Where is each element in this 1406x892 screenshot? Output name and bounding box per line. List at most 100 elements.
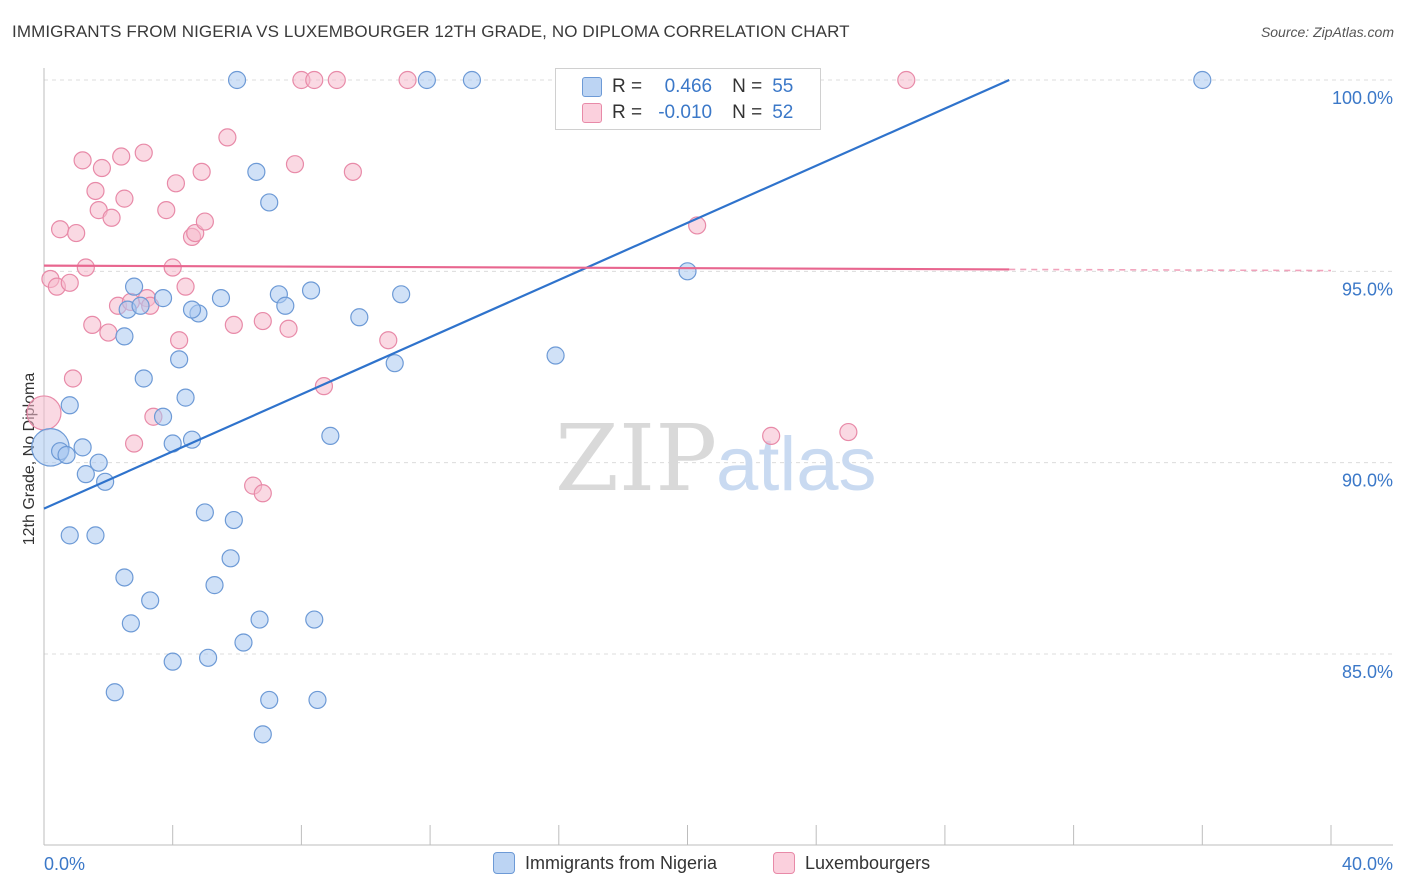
luxembourgers-point (218, 128, 237, 147)
nigeria-point (392, 285, 411, 304)
luxembourgers-point (102, 208, 121, 227)
stats-legend: R = 0.466 N = 55 R = -0.010 N = 52 (555, 68, 821, 130)
nigeria-point (124, 277, 144, 296)
luxembourgers-point (343, 162, 362, 181)
luxembourgers-point (60, 273, 79, 292)
nigeria-point (57, 445, 76, 465)
luxembourgers-point (279, 319, 298, 338)
luxembourgers-point (224, 315, 243, 335)
nigeria-point (678, 262, 697, 281)
luxembourgers-point (134, 143, 153, 162)
nigeria-point (211, 289, 231, 308)
luxembourgers-point (839, 422, 858, 442)
y-tick-label: 90.0% (1342, 471, 1393, 491)
luxembourgers-point (327, 70, 346, 90)
chart-title: IMMIGRANTS FROM NIGERIA VS LUXEMBOURGER … (12, 22, 850, 41)
nigeria-point (115, 327, 134, 346)
nigeria-point (76, 465, 95, 484)
stats-n-key: N = (732, 76, 763, 97)
y-tick-label: 100.0% (1332, 88, 1393, 108)
luxembourgers-point (112, 147, 131, 166)
nigeria-point (163, 652, 182, 671)
x-tick-label: 40.0% (1342, 854, 1393, 874)
luxembourgers-trend-extension (1009, 268, 1332, 272)
y-tick-label: 95.0% (1342, 279, 1393, 299)
stats-n-key: N = (732, 102, 763, 123)
luxembourgers-point (762, 426, 781, 445)
legend-swatch-pink (773, 852, 795, 874)
nigeria-trend-line (43, 78, 1010, 510)
luxembourgers-point (166, 174, 186, 193)
luxembourgers-point (253, 311, 272, 331)
legend-item-luxembourgers: Luxembourgers (773, 852, 930, 874)
nigeria-point (195, 503, 214, 522)
nigeria-point (182, 300, 202, 319)
nigeria-point (247, 162, 266, 181)
luxembourgers-point (285, 155, 305, 174)
luxembourgers-point (99, 323, 118, 342)
nigeria-point (260, 193, 279, 212)
nigeria-point (121, 614, 140, 633)
nigeria-point (276, 296, 295, 315)
luxembourgers-point (67, 223, 86, 243)
nigeria-point (234, 633, 253, 652)
stats-r-value: 0.466 (664, 76, 713, 97)
luxembourgers-trend-line (43, 264, 1010, 271)
nigeria-point (198, 648, 218, 667)
nigeria-point (224, 510, 243, 530)
nigeria-point (308, 690, 327, 710)
stats-n-value: 52 (772, 102, 794, 123)
nigeria-point (105, 683, 124, 702)
luxembourgers-point (76, 258, 95, 277)
legend-swatch-blue (493, 852, 515, 874)
y-tick-label: 85.0% (1342, 662, 1393, 682)
luxembourgers-point (170, 331, 189, 350)
luxembourgers-point (63, 369, 83, 388)
watermark-zip: ZIP (555, 405, 717, 512)
luxembourgers-point (26, 395, 62, 431)
gridlines (44, 79, 1393, 655)
nigeria-point (60, 396, 79, 415)
stats-row-luxembourgers: R = -0.010 N = 52 (582, 100, 793, 126)
luxembourgers-point (92, 158, 112, 178)
nigeria-point (301, 281, 321, 300)
trend-lines (43, 78, 1332, 510)
nigeria-point (253, 725, 272, 744)
stats-row-nigeria: R = 0.466 N = 55 (582, 74, 793, 100)
luxembourgers-point (379, 331, 398, 350)
nigeria-point (462, 70, 482, 90)
nigeria-point (115, 568, 134, 587)
nigeria-point (350, 308, 369, 327)
stats-swatch-blue (582, 77, 602, 97)
legend-item-nigeria: Immigrants from Nigeria (493, 852, 717, 874)
nigeria-point (86, 526, 105, 545)
nigeria-point (1193, 70, 1212, 90)
nigeria-point (73, 438, 92, 457)
luxembourgers-point (897, 70, 916, 90)
nigeria-point (227, 70, 247, 90)
nigeria-point (305, 610, 324, 629)
nigeria-point (153, 407, 173, 426)
legend-label-luxembourgers: Luxembourgers (805, 852, 931, 873)
luxembourgers-point (163, 258, 182, 277)
nigeria-point (176, 388, 195, 407)
luxembourgers-point (176, 277, 195, 296)
x-tick-label: 0.0% (44, 854, 85, 874)
luxembourgers-point (195, 212, 214, 231)
luxembourgers-point (124, 434, 144, 453)
luxembourgers-point (192, 162, 211, 181)
luxembourgers-point (115, 189, 134, 208)
nigeria-point (131, 296, 150, 315)
legend-label-nigeria: Immigrants from Nigeria (525, 852, 718, 873)
nigeria-point (250, 610, 269, 629)
nigeria-point (153, 289, 173, 308)
luxembourgers-point (253, 484, 272, 503)
tick-labels: 85.0% 90.0% 95.0% 100.0% 0.0% 40.0% (44, 88, 1393, 874)
stats-r-key: R = (612, 76, 643, 97)
luxembourgers-point (73, 151, 92, 170)
nigeria-point (385, 354, 404, 373)
nigeria-point (141, 591, 160, 610)
stats-n-value: 55 (772, 76, 794, 97)
nigeria-point (321, 426, 340, 445)
luxembourgers-point (398, 70, 417, 90)
